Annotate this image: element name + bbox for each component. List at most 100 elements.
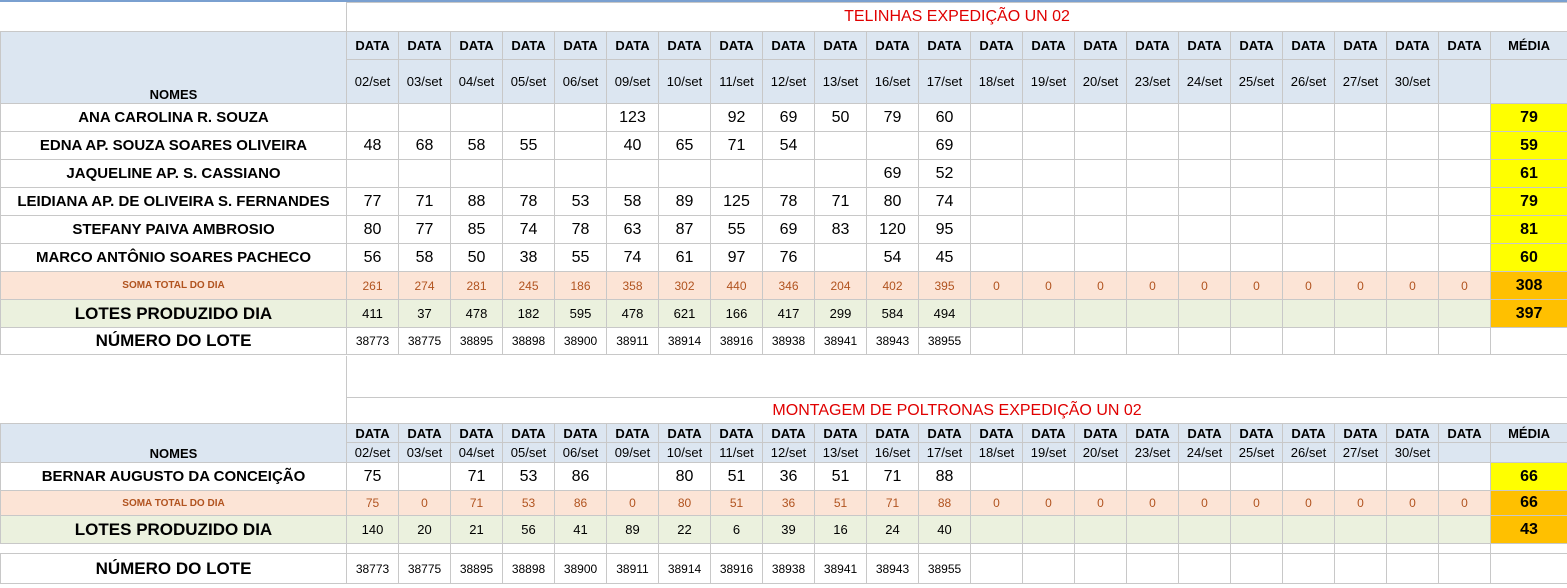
media-cell[interactable]: 59 [1489, 131, 1567, 160]
soma-cell[interactable]: 75 [346, 490, 399, 516]
value-cell[interactable]: 65 [658, 131, 711, 160]
value-cell[interactable] [1074, 159, 1127, 188]
lotes-cell[interactable]: 21 [450, 515, 503, 544]
lotes-cell[interactable]: 621 [658, 299, 711, 328]
value-cell[interactable]: 68 [398, 131, 451, 160]
numero-lote-cell[interactable] [1334, 327, 1387, 355]
value-cell[interactable] [346, 159, 399, 188]
value-cell[interactable] [1126, 462, 1179, 491]
numero-lote-cell[interactable] [1126, 553, 1179, 584]
numero-lote-cell[interactable] [1022, 327, 1075, 355]
value-cell[interactable]: 50 [450, 243, 503, 272]
value-cell[interactable] [1230, 187, 1283, 216]
value-cell[interactable] [658, 103, 711, 132]
media-cell[interactable]: 79 [1489, 103, 1567, 132]
value-cell[interactable] [1022, 243, 1075, 272]
value-cell[interactable]: 77 [346, 187, 399, 216]
numero-lote-cell[interactable] [1178, 553, 1231, 584]
value-cell[interactable] [606, 462, 659, 491]
value-cell[interactable] [1178, 215, 1231, 244]
value-cell[interactable]: 56 [346, 243, 399, 272]
value-cell[interactable] [554, 131, 607, 160]
soma-media-cell[interactable]: 66 [1489, 490, 1567, 516]
value-cell[interactable] [1386, 187, 1439, 216]
value-cell[interactable] [1126, 103, 1179, 132]
numero-lote-cell[interactable] [1386, 327, 1439, 355]
lotes-cell[interactable]: 39 [762, 515, 815, 544]
lotes-cell[interactable]: 6 [710, 515, 763, 544]
soma-cell[interactable]: 0 [1074, 490, 1127, 516]
value-cell[interactable] [502, 159, 555, 188]
value-cell[interactable] [1178, 187, 1231, 216]
value-cell[interactable]: 79 [866, 103, 919, 132]
value-cell[interactable] [1334, 462, 1387, 491]
value-cell[interactable]: 75 [346, 462, 399, 491]
value-cell[interactable] [1126, 187, 1179, 216]
numero-lote-cell[interactable] [970, 327, 1023, 355]
numero-lote-cell[interactable]: 38955 [918, 553, 971, 584]
lotes-cell[interactable]: 40 [918, 515, 971, 544]
value-cell[interactable]: 51 [710, 462, 763, 491]
value-cell[interactable]: 77 [398, 215, 451, 244]
soma-cell[interactable]: 0 [970, 490, 1023, 516]
value-cell[interactable] [1386, 215, 1439, 244]
value-cell[interactable] [1126, 243, 1179, 272]
value-cell[interactable] [1074, 131, 1127, 160]
value-cell[interactable] [1178, 243, 1231, 272]
soma-cell[interactable]: 0 [1386, 490, 1439, 516]
soma-cell[interactable]: 0 [1178, 490, 1231, 516]
value-cell[interactable] [762, 159, 815, 188]
value-cell[interactable]: 80 [346, 215, 399, 244]
lotes-cell[interactable]: 140 [346, 515, 399, 544]
value-cell[interactable] [970, 103, 1023, 132]
numero-lote-cell[interactable]: 38916 [710, 327, 763, 355]
value-cell[interactable] [1178, 131, 1231, 160]
value-cell[interactable] [1022, 131, 1075, 160]
numero-lote-cell[interactable]: 38773 [346, 553, 399, 584]
value-cell[interactable]: 97 [710, 243, 763, 272]
value-cell[interactable] [1022, 462, 1075, 491]
lotes-cell[interactable]: 41 [554, 515, 607, 544]
value-cell[interactable] [970, 159, 1023, 188]
value-cell[interactable]: 55 [554, 243, 607, 272]
numero-lote-cell[interactable] [1438, 327, 1491, 355]
value-cell[interactable] [1386, 103, 1439, 132]
numero-lote-cell[interactable] [1386, 553, 1439, 584]
media-cell[interactable]: 61 [1489, 159, 1567, 188]
value-cell[interactable]: 53 [502, 462, 555, 491]
value-cell[interactable]: 74 [918, 187, 971, 216]
lotes-cell[interactable]: 56 [502, 515, 555, 544]
value-cell[interactable] [1438, 159, 1491, 188]
value-cell[interactable] [710, 159, 763, 188]
lotes-cell[interactable] [1282, 515, 1335, 544]
value-cell[interactable] [1438, 187, 1491, 216]
numero-lote-cell[interactable]: 38938 [762, 553, 815, 584]
value-cell[interactable] [1126, 159, 1179, 188]
lotes-cell[interactable]: 22 [658, 515, 711, 544]
value-cell[interactable] [1230, 215, 1283, 244]
lotes-cell[interactable] [1438, 299, 1491, 328]
value-cell[interactable] [814, 243, 867, 272]
value-cell[interactable]: 54 [762, 131, 815, 160]
soma-cell[interactable]: 80 [658, 490, 711, 516]
numero-lote-cell[interactable]: 38941 [814, 553, 867, 584]
value-cell[interactable] [1282, 131, 1335, 160]
value-cell[interactable] [1282, 187, 1335, 216]
value-cell[interactable] [1282, 103, 1335, 132]
value-cell[interactable]: 53 [554, 187, 607, 216]
soma-cell[interactable]: 346 [762, 271, 815, 300]
lotes-cell[interactable]: 494 [918, 299, 971, 328]
soma-cell[interactable]: 0 [1022, 490, 1075, 516]
numero-lote-cell[interactable]: 38895 [450, 553, 503, 584]
media-cell[interactable]: 81 [1489, 215, 1567, 244]
numero-lote-cell[interactable]: 38911 [606, 553, 659, 584]
value-cell[interactable]: 80 [866, 187, 919, 216]
value-cell[interactable]: 55 [502, 131, 555, 160]
value-cell[interactable]: 69 [918, 131, 971, 160]
lotes-cell[interactable]: 411 [346, 299, 399, 328]
value-cell[interactable]: 123 [606, 103, 659, 132]
lotes-cell[interactable] [970, 299, 1023, 328]
value-cell[interactable]: 60 [918, 103, 971, 132]
soma-cell[interactable]: 71 [866, 490, 919, 516]
soma-cell[interactable]: 0 [1282, 490, 1335, 516]
